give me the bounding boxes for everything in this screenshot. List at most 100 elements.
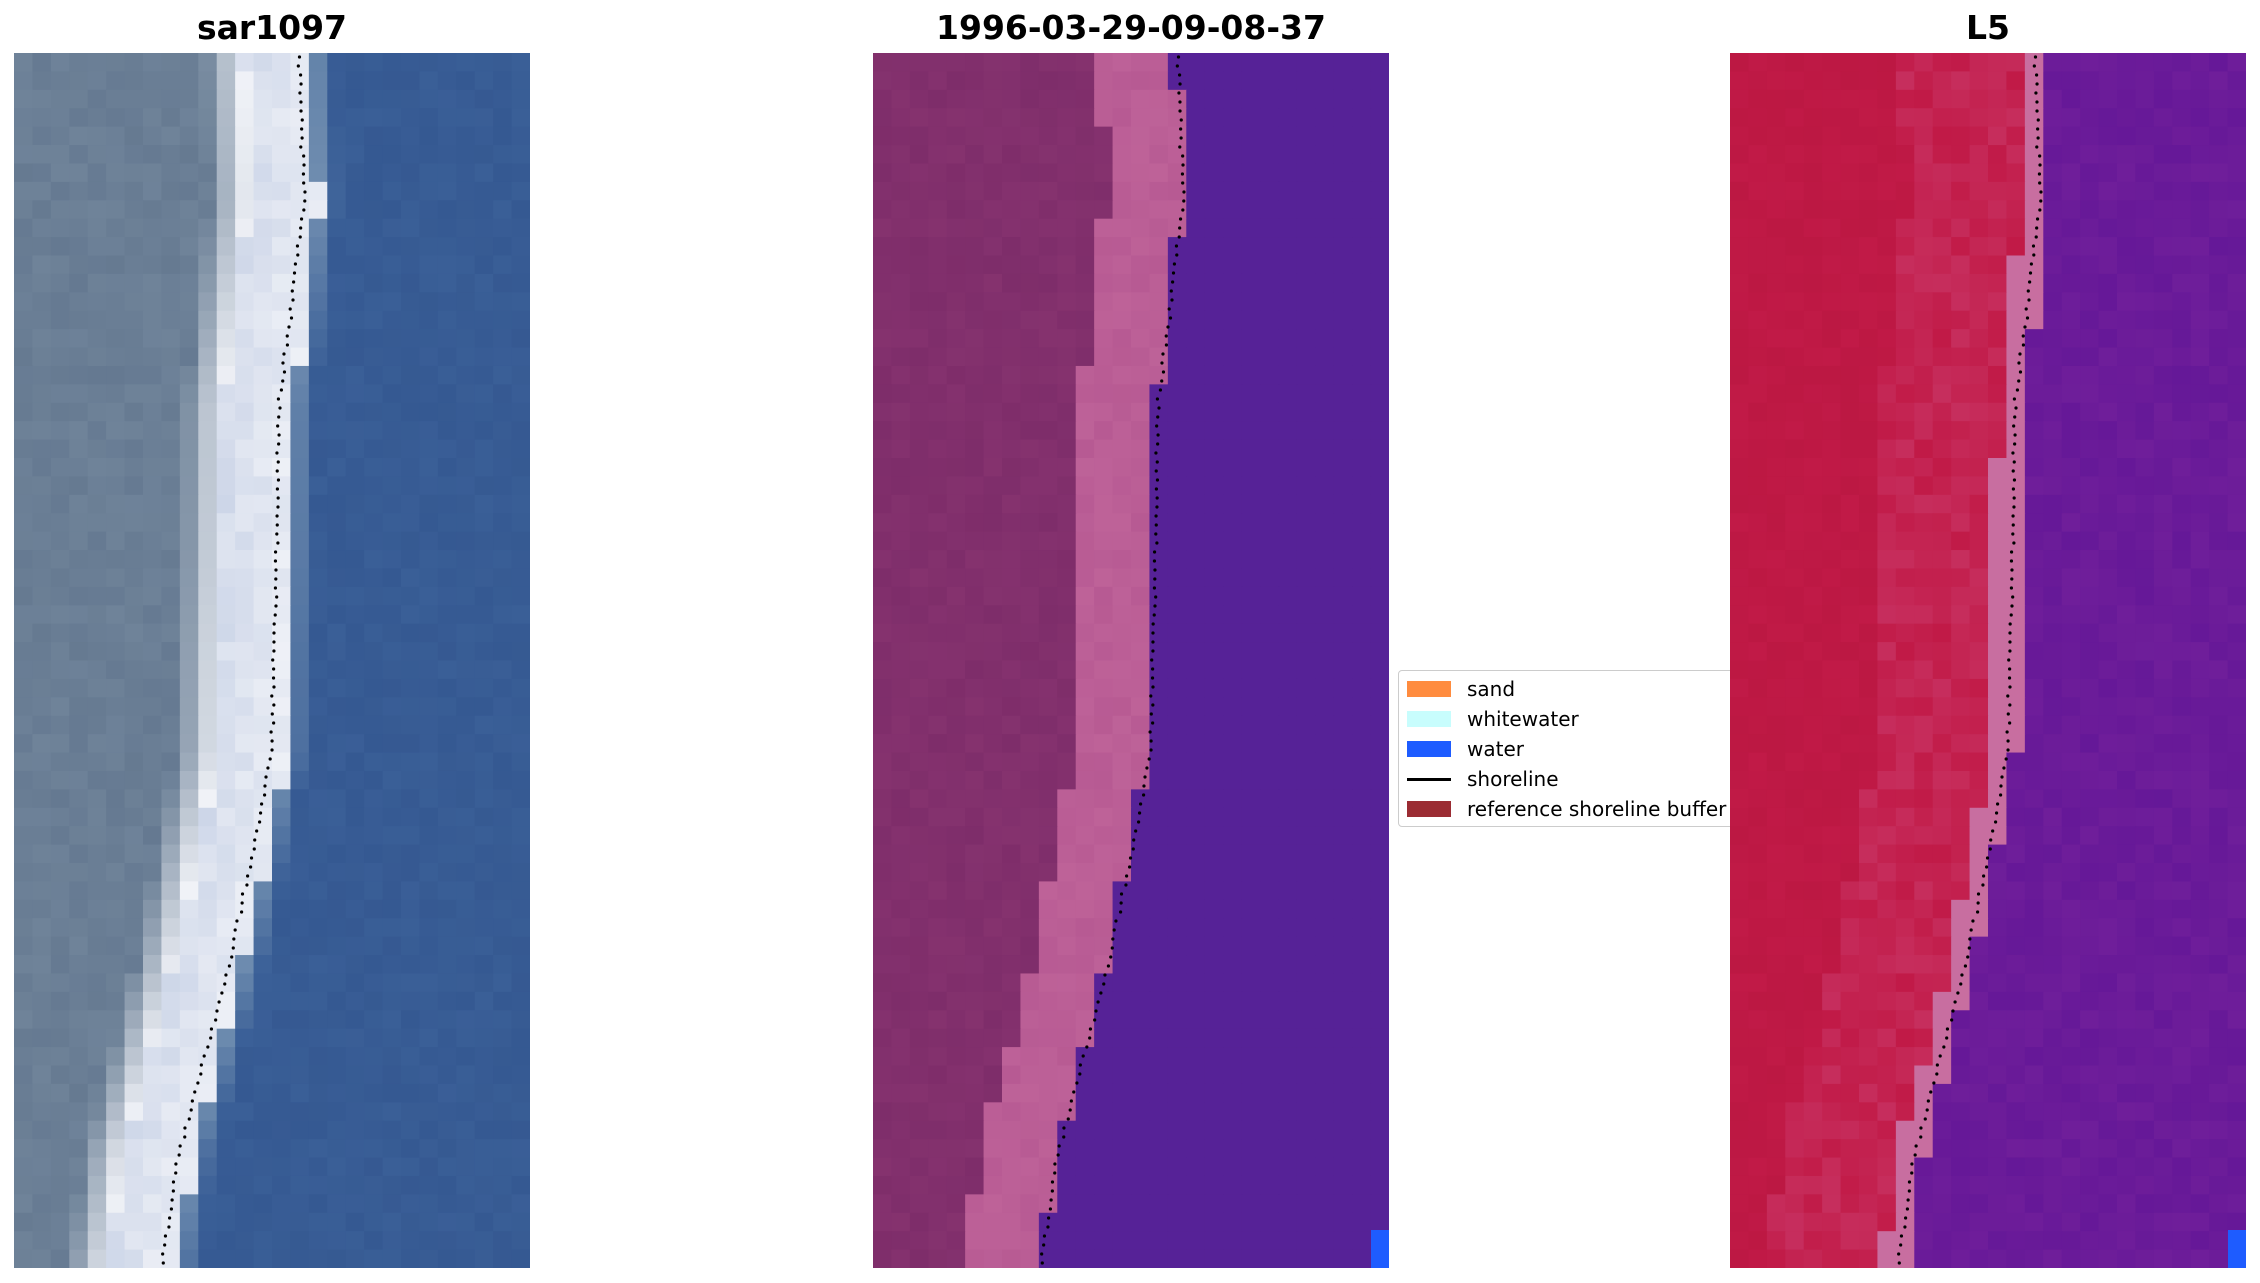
shoreline-point [1180, 172, 1185, 176]
classified-pixel [1223, 881, 1243, 901]
shoreline-point [292, 280, 296, 284]
rgb-pixel [308, 513, 328, 533]
index-pixel [2190, 347, 2210, 367]
rgb-pixel [50, 826, 70, 846]
classified-pixel [1038, 126, 1058, 146]
rgb-pixel [437, 991, 457, 1011]
classified-pixel [1315, 863, 1335, 883]
classified-pixel [1186, 421, 1206, 441]
rgb-pixel [50, 421, 70, 441]
rgb-pixel [474, 678, 494, 698]
panel-title-rgb: sar1097 [196, 8, 348, 47]
rgb-pixel [124, 71, 144, 91]
classified-pixel [1352, 310, 1372, 330]
classified-pixel [1278, 770, 1298, 790]
rgb-pixel [253, 531, 273, 551]
index-pixel [2172, 642, 2192, 662]
classified-pixel [1370, 715, 1389, 735]
rgb-pixel [216, 310, 236, 330]
index-pixel [1988, 181, 2008, 201]
rgb-pixel [14, 200, 34, 220]
rgb-pixel [87, 642, 107, 662]
rgb-pixel [419, 1102, 439, 1122]
rgb-pixel [345, 1047, 365, 1067]
classified-pixel [1260, 273, 1280, 293]
rgb-pixel [272, 826, 292, 846]
classified-pixel [1112, 770, 1132, 790]
shoreline-point [1053, 1171, 1057, 1175]
classified-pixel [1204, 402, 1224, 422]
rgb-pixel [124, 255, 144, 275]
classified-pixel [1223, 697, 1243, 717]
classified-pixel [1094, 310, 1114, 330]
rgb-pixel [14, 899, 34, 919]
classified-pixel [1131, 531, 1151, 551]
rgb-pixel [14, 568, 34, 588]
rgb-pixel [474, 108, 494, 128]
index-pixel [2153, 329, 2173, 349]
shoreline-point [282, 370, 287, 374]
shoreline-point [1128, 856, 1133, 860]
classified-pixel [1020, 200, 1040, 220]
shoreline-point [270, 748, 274, 752]
classified-pixel [1057, 789, 1077, 809]
classified-pixel [1370, 108, 1389, 128]
rgb-pixel [437, 1047, 457, 1067]
rgb-pixel [419, 181, 439, 201]
classified-pixel [1038, 71, 1058, 91]
classified-pixel [1149, 918, 1169, 938]
rgb-pixel [216, 789, 236, 809]
rgb-pixel [511, 1194, 530, 1214]
index-pixel [2135, 660, 2155, 680]
rgb-pixel [179, 255, 199, 275]
classified-pixel [1167, 292, 1187, 312]
classified-pixel [1296, 1120, 1316, 1140]
classified-pixel [1352, 752, 1372, 772]
rgb-pixel [511, 1028, 530, 1048]
index-pixel [1895, 458, 1915, 478]
index-pixel [1840, 623, 1860, 643]
classified-pixel [1370, 660, 1389, 680]
rgb-pixel [401, 126, 421, 146]
classified-pixel [873, 1175, 893, 1195]
classified-pixel [1223, 163, 1243, 183]
rgb-pixel [143, 991, 163, 1011]
classified-pixel [1278, 439, 1298, 459]
classified-pixel [1020, 181, 1040, 201]
index-pixel [1730, 365, 1750, 385]
rgb-pixel [253, 89, 273, 109]
classified-pixel [1278, 807, 1298, 827]
classified-pixel [1131, 145, 1151, 165]
classified-pixel [1370, 292, 1389, 312]
rgb-pixel [437, 1194, 457, 1214]
rgb-pixel [69, 218, 89, 238]
rgb-pixel [235, 1120, 255, 1140]
rgb-pixel [32, 770, 52, 790]
rgb-pixel [419, 108, 439, 128]
index-pixel [2190, 697, 2210, 717]
rgb-pixel [290, 678, 310, 698]
rgb-pixel [216, 108, 236, 128]
rgb-pixel [198, 863, 218, 883]
classified-pixel [1149, 421, 1169, 441]
index-pixel [2043, 200, 2063, 220]
rgb-pixel [327, 1231, 347, 1251]
index-pixel [1951, 292, 1971, 312]
rgb-pixel [437, 439, 457, 459]
rgb-pixel [106, 1249, 126, 1268]
classified-pixel [1296, 623, 1316, 643]
rgb-pixel [456, 991, 476, 1011]
shoreline-point [299, 109, 303, 113]
classified-pixel [1075, 329, 1095, 349]
index-pixel [1877, 476, 1897, 496]
rgb-pixel [50, 550, 70, 570]
rgb-pixel [382, 807, 402, 827]
rgb-pixel [106, 329, 126, 349]
rgb-pixel [14, 1047, 34, 1067]
index-pixel [2209, 347, 2229, 367]
classified-pixel [1057, 715, 1077, 735]
rgb-pixel [364, 991, 384, 1011]
classified-pixel [1333, 458, 1353, 478]
index-pixel [1730, 476, 1750, 496]
rgb-pixel [401, 1175, 421, 1195]
